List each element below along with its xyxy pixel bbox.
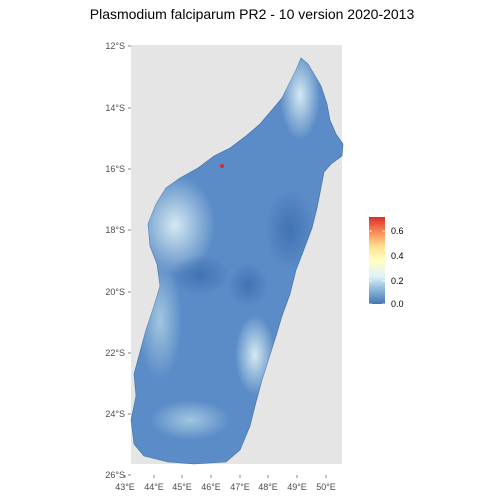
x-tick-label: 43°E [115,482,135,492]
map-title: Plasmodium falciparum PR2 - 10 version 2… [89,6,415,22]
y-tick-label: 24°S [105,409,125,419]
legend-tick-label: 0.4 [391,251,404,261]
x-axis: 43°E 44°E 45°E 46°E 47°E 48°E 49°E 50°E [115,475,336,492]
y-axis: 12°S 14°S 16°S 18°S 20°S 22°S 24°S 26°S [105,41,131,480]
hotspot-marker [220,164,224,168]
x-tick-label: 46°E [201,482,221,492]
legend-tick-label: 0.0 [391,299,404,309]
legend-tick-label: 0.6 [391,226,404,236]
x-tick-label: 50°E [316,482,336,492]
x-tick-label: 49°E [287,482,307,492]
y-tick-label: 16°S [105,164,125,174]
x-tick-label: 44°E [144,482,164,492]
y-tick-label: 14°S [105,103,125,113]
y-tick-label: 22°S [105,348,125,358]
y-tick-label: 18°S [105,225,125,235]
x-tick-label: 48°E [258,482,278,492]
x-tick-label: 47°E [230,482,250,492]
y-tick-label: 20°S [105,287,125,297]
legend-colorbar [369,217,385,304]
legend: 0.6 0.4 0.2 0.0 [369,217,404,309]
y-tick-label: 26°S [105,470,125,480]
legend-tick-label: 0.2 [391,276,404,286]
x-tick-label: 45°E [172,482,192,492]
y-tick-label: 12°S [105,41,125,51]
